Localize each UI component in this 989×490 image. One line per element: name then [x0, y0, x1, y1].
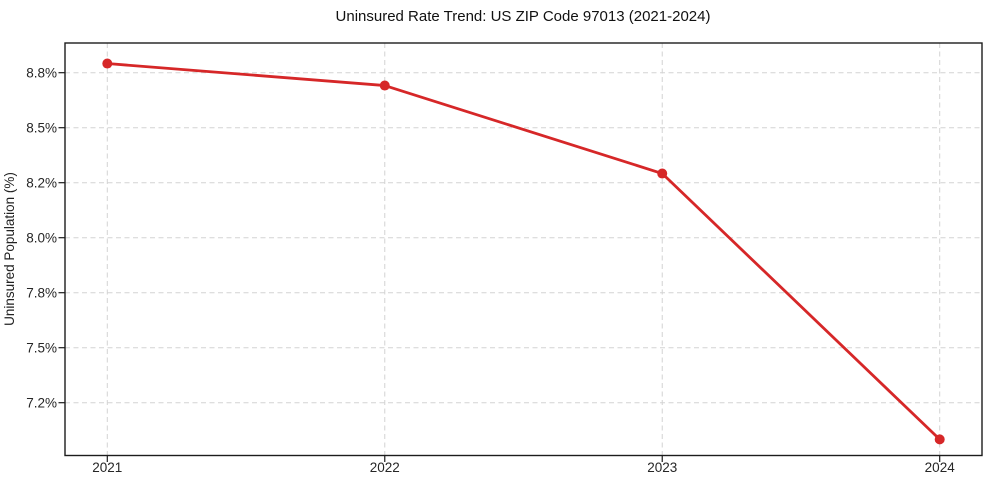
- data-point-2024: [934, 434, 945, 445]
- plot-border: [64, 42, 983, 457]
- x-tick-label: 2024: [925, 460, 956, 475]
- x-tick-label: 2023: [647, 460, 677, 475]
- y-tick-label: 7.5%: [26, 340, 57, 355]
- data-point-2021: [102, 58, 113, 69]
- chart-title: Uninsured Rate Trend: US ZIP Code 97013 …: [336, 8, 711, 25]
- y-tick-label: 8.2%: [26, 175, 57, 190]
- plot-area: 8.8% 8.5% 8.2% 8.0% 7.8% 7.5% 7.2% 2021 2022 2023…: [26, 42, 983, 475]
- y-tick-label: 7.8%: [26, 285, 57, 300]
- x-tick-label: 2021: [92, 460, 122, 475]
- y-tick-label: 8.0%: [26, 230, 57, 245]
- y-axis-label: Uninsured Population (%): [2, 172, 17, 326]
- data-point-2022: [379, 80, 390, 91]
- trend-line: [105, 62, 942, 441]
- data-point-2023: [657, 168, 668, 179]
- y-tick-label: 7.2%: [26, 395, 57, 410]
- x-tick-label: 2022: [370, 460, 400, 475]
- y-tick-label: 8.8%: [26, 65, 57, 80]
- y-tick-label: 8.5%: [26, 120, 57, 135]
